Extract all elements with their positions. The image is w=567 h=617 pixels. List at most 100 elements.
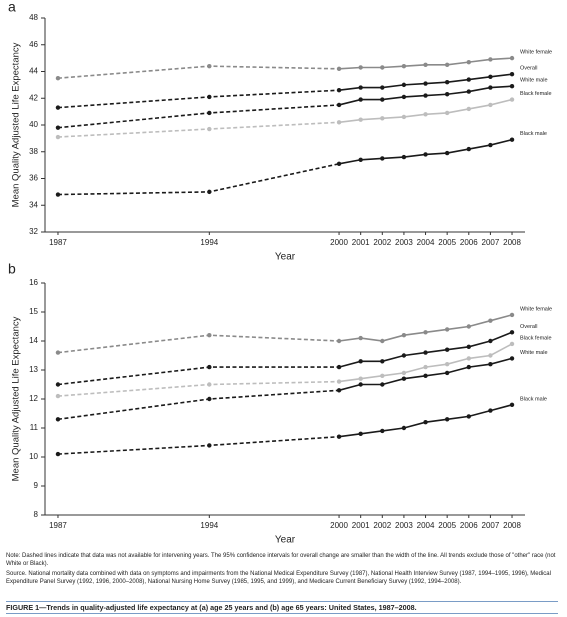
point	[358, 382, 363, 387]
y-axis-title: Mean Quality Adjusted Life Expectancy	[11, 42, 22, 207]
point	[444, 362, 450, 367]
point	[444, 110, 450, 116]
series-label: White female	[520, 306, 552, 312]
point	[380, 65, 385, 70]
x-tick-label: 2004	[417, 238, 435, 247]
point	[401, 154, 407, 160]
y-tick-label: 42	[29, 93, 38, 102]
point	[207, 94, 212, 100]
solid-line	[338, 314, 513, 342]
y-tick-label: 40	[29, 120, 38, 129]
point	[466, 106, 471, 112]
y-tick-label: 44	[29, 67, 38, 76]
x-tick-label: 2003	[395, 238, 413, 247]
point	[509, 137, 515, 142]
x-tick-label: 2004	[417, 521, 435, 530]
caption: FIGURE 1—Trends in quality-adjusted life…	[6, 601, 558, 614]
point	[401, 370, 407, 376]
point	[509, 97, 515, 102]
point	[401, 63, 407, 69]
point	[423, 81, 428, 86]
point	[423, 152, 428, 157]
dashed-line	[57, 65, 340, 79]
y-tick-label: 12	[29, 394, 38, 403]
point	[55, 192, 61, 197]
y-tick-label: 46	[29, 40, 38, 49]
point	[466, 414, 471, 419]
x-tick-label: 2000	[330, 238, 348, 247]
point	[358, 335, 363, 341]
point	[466, 364, 471, 370]
y-tick-label: 36	[29, 174, 38, 183]
point	[207, 333, 212, 338]
point	[380, 85, 385, 90]
series-label: Black male	[520, 396, 547, 402]
dashed-line	[57, 435, 340, 455]
solid-line	[338, 98, 513, 124]
point	[509, 356, 515, 361]
dashed-line	[57, 163, 340, 196]
point	[488, 74, 493, 80]
panel-label: a	[8, 0, 16, 15]
x-tick-label: 2002	[373, 238, 391, 247]
point	[466, 89, 471, 94]
point	[336, 434, 342, 439]
series-label: Black female	[520, 335, 552, 341]
x-tick-label: 2000	[330, 521, 348, 530]
point	[466, 324, 471, 329]
point	[444, 92, 450, 97]
point	[380, 116, 385, 121]
point	[336, 338, 342, 344]
point	[423, 330, 428, 335]
x-tick-label: 1994	[200, 521, 218, 530]
x-tick-label: 2008	[503, 521, 521, 530]
note: Note: Dashed lines indicate that data wa…	[6, 553, 556, 567]
point	[423, 373, 428, 378]
x-tick-label: 2006	[460, 238, 478, 247]
point	[358, 85, 363, 90]
source: Source. National mortality data combined…	[6, 571, 551, 585]
point	[207, 126, 212, 132]
point	[336, 161, 342, 166]
point	[401, 353, 407, 358]
point	[358, 431, 363, 436]
point	[444, 150, 450, 156]
point	[207, 443, 212, 448]
dashed-line	[57, 380, 340, 397]
point	[488, 408, 493, 413]
series-label: White male	[520, 78, 548, 84]
point	[207, 364, 212, 370]
dashed-line	[57, 121, 340, 138]
x-tick-label: 2001	[352, 238, 370, 247]
point	[401, 333, 407, 338]
point	[380, 428, 385, 434]
point	[207, 382, 212, 387]
point	[358, 97, 363, 102]
y-tick-label: 10	[29, 452, 38, 461]
point	[509, 71, 515, 77]
series-label: Black female	[520, 91, 552, 97]
dashed-line	[57, 104, 340, 129]
y-tick-label: 8	[34, 510, 39, 519]
point	[509, 55, 515, 61]
dashed-line	[57, 366, 340, 386]
point	[55, 125, 61, 130]
point	[444, 370, 450, 376]
point	[207, 63, 212, 69]
point	[336, 388, 342, 393]
dashed-line	[57, 334, 340, 354]
point	[336, 88, 342, 93]
point	[444, 62, 450, 68]
x-tick-label: 2005	[438, 238, 456, 247]
point	[509, 330, 515, 335]
y-tick-label: 38	[29, 147, 38, 156]
point	[401, 94, 407, 100]
point	[55, 382, 61, 387]
x-tick-label: 1994	[200, 238, 218, 247]
series-label: Overall	[520, 324, 537, 330]
x-axis-title: Year	[275, 252, 296, 263]
x-tick-label: 2008	[503, 238, 521, 247]
point	[401, 82, 407, 88]
x-tick-label: 2002	[373, 521, 391, 530]
